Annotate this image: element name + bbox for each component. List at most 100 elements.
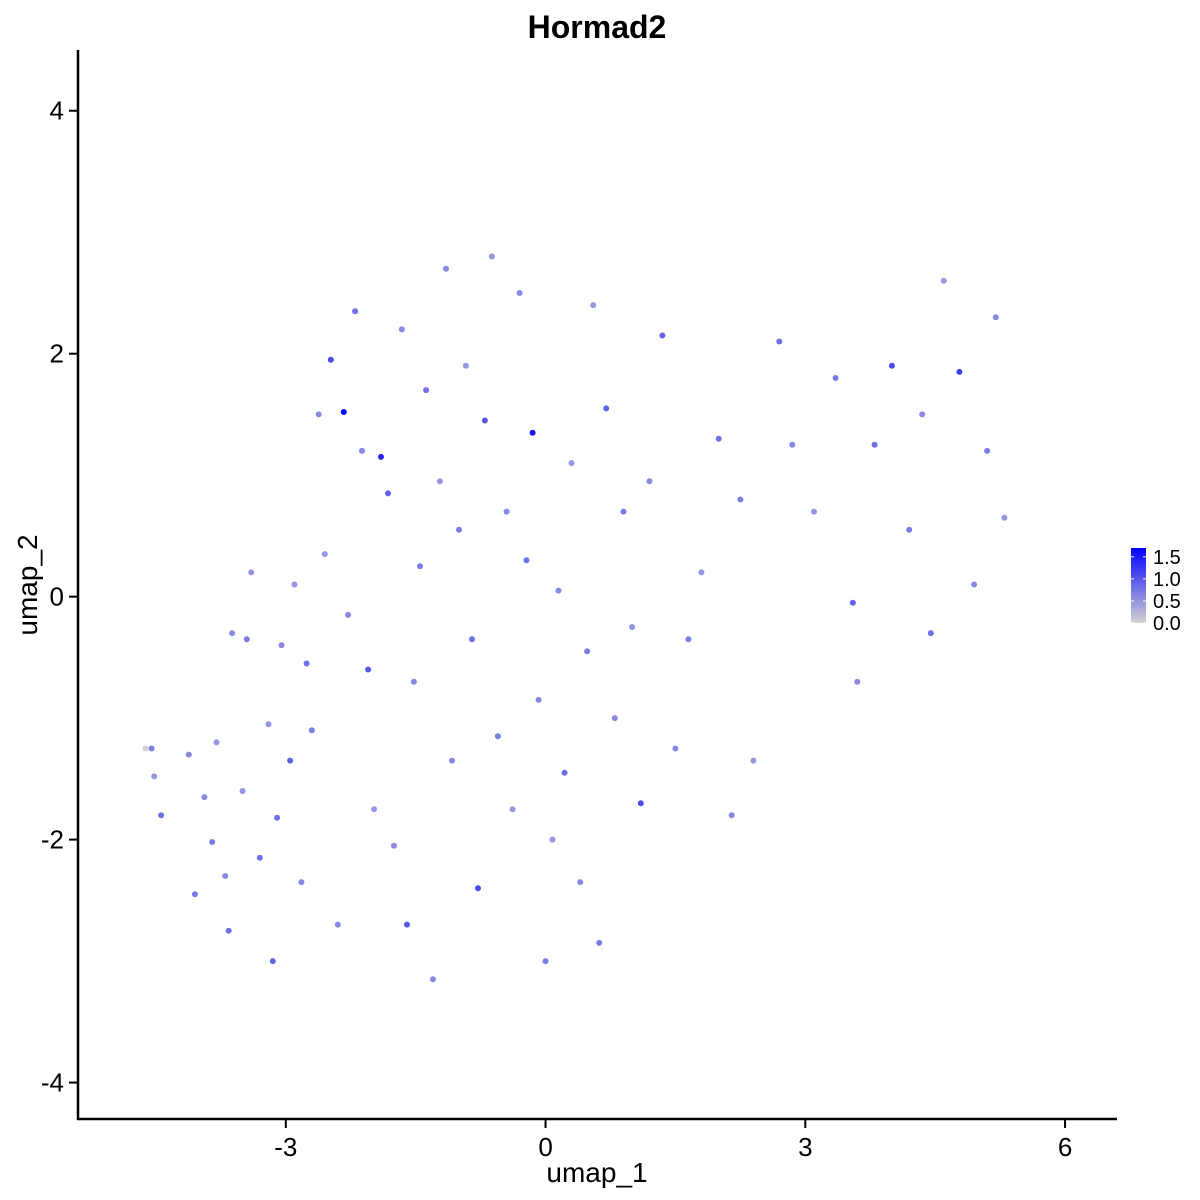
data-point [462,362,469,369]
legend-label: 0.0 [1153,613,1181,635]
data-point [542,958,549,965]
data-point [871,441,878,448]
data-point [398,326,405,333]
data-point [345,611,352,618]
x-tick-label: 0 [538,1132,552,1162]
legend-label: 1.5 [1153,547,1181,569]
data-point [371,806,378,813]
data-point [596,939,603,946]
data-point [529,429,536,436]
data-point [811,508,817,515]
data-point [637,800,644,807]
data-point [611,715,618,722]
data-point [365,666,372,673]
data-point [475,885,481,892]
x-axis-title: umap_1 [546,1157,647,1188]
data-point [308,727,315,734]
data-point [927,630,934,637]
data-point [423,387,430,394]
data-point [561,769,568,776]
data-point [410,678,417,685]
data-point [378,453,384,460]
data-point [391,842,397,849]
data-point [1001,514,1008,521]
x-ticks: -3 0 3 6 [274,1119,1072,1162]
data-point [737,496,744,503]
data-point [327,356,334,363]
y-tick-label: -2 [41,825,64,855]
data-point [940,277,947,284]
y-tick-label: 2 [50,339,64,369]
data-point [265,721,272,728]
legend-label: 1.0 [1153,569,1181,591]
data-point [906,526,913,533]
data-point [334,921,341,928]
data-point [750,757,757,764]
data-point [584,648,591,655]
data-point [239,788,246,794]
data-point [222,873,229,879]
data-point [404,921,410,928]
data-point [456,526,462,533]
data-point [620,508,627,515]
data-point [503,508,510,515]
data-point [191,891,198,898]
data-point [449,757,455,764]
data-point [158,812,165,819]
data-point [646,478,653,485]
data-point [303,660,310,667]
data-point [535,696,542,703]
data-point [256,854,263,861]
data-point [992,314,999,321]
data-point [315,411,322,418]
data-point [854,678,861,685]
data-point [919,411,926,418]
points-layer [142,253,1008,983]
data-point [629,624,636,630]
y-tick-label: 0 [50,582,64,612]
data-point [443,265,449,272]
data-point [209,839,216,845]
data-point [469,636,475,643]
data-point [956,368,963,375]
data-point [577,879,584,886]
data-point [555,587,562,594]
data-point [269,958,276,965]
data-point [984,447,991,454]
data-point [776,338,783,345]
data-point [698,569,705,576]
axes [76,50,1117,1121]
data-point [248,569,255,576]
data-point [590,302,597,309]
data-point [728,812,735,819]
data-point [359,447,365,454]
data-point [385,490,391,497]
y-ticks: -4 -2 0 2 4 [41,96,78,1098]
data-point [685,636,692,643]
data-point [148,745,155,752]
data-point [849,599,856,606]
data-point [278,642,285,649]
data-point [213,739,220,746]
data-point [568,460,575,466]
data-point [291,581,298,588]
data-point [287,757,294,764]
legend-color-bar [1131,548,1146,623]
y-tick-label: -4 [41,1068,64,1098]
data-point [494,733,501,740]
legend-label: 0.5 [1153,591,1181,613]
data-point [832,375,839,381]
data-point [417,563,423,570]
x-tick-label: 3 [798,1132,812,1162]
data-point [352,308,359,315]
data-point [516,290,523,296]
data-point [715,435,722,442]
data-point [340,409,347,415]
data-point [229,630,236,637]
legend-ticks: 0.00.51.01.5 [1131,547,1181,635]
data-point [509,806,516,813]
data-point [436,478,443,485]
color-legend: 0.00.51.01.5 [1131,547,1181,635]
data-point [523,557,530,564]
